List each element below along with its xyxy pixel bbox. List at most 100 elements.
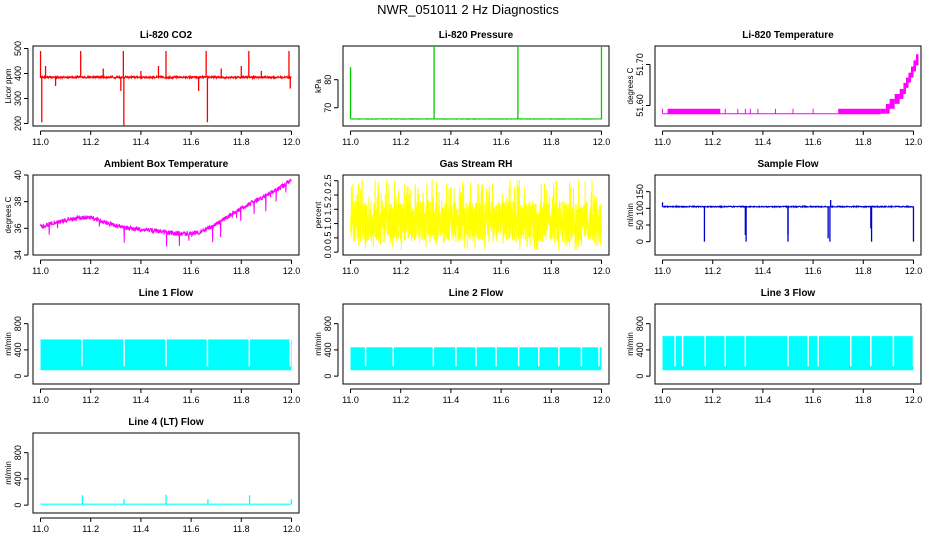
plot-frame: [342, 45, 610, 127]
x-tick-label: 11.0: [32, 395, 49, 405]
x-tick-label: 11.6: [493, 137, 510, 147]
panel-line2: Line 2 Flow ml/min 11.0 11.2 11.4 11.6 11.8 12.…: [314, 288, 610, 405]
plot-frame: [654, 174, 922, 256]
x-tick-label: 11.0: [654, 137, 671, 147]
panel-pressure: Li-820 Pressure kPa 11.0 11.2 11.4 11.6 11.8 12…: [314, 30, 610, 147]
temp-step: [889, 98, 895, 109]
x-tick-label: 12.0: [593, 137, 611, 147]
panel-temp: Li-820 Temperature degrees C 11.0 11.2 11.4 1…: [626, 30, 922, 147]
x-tick-label: 11.2: [82, 137, 99, 147]
data-layer: [40, 338, 292, 371]
temp-step: [913, 60, 916, 72]
data-layer: [350, 346, 602, 371]
x-tick-label: 11.8: [855, 395, 872, 405]
panels-grid: Li-820 CO2 Licor ppm 11.0 11.2 11.4 11.6 11.8 1…: [4, 30, 922, 534]
y-axis-label: Licor ppm: [4, 68, 13, 103]
x-tick-label: 11.6: [183, 395, 200, 405]
x-tick-label: 11.4: [754, 395, 771, 405]
y-axis-label: degrees C: [626, 67, 635, 104]
x-tick-label: 12.0: [283, 266, 301, 276]
plot-frame: [32, 432, 300, 514]
y-tick-label: 51.60: [635, 94, 645, 117]
x-tick-label: 11.0: [342, 395, 359, 405]
plot-frame: [654, 45, 922, 127]
y-tick-label: 36: [13, 223, 23, 233]
y-axis-label: degrees C: [4, 196, 13, 233]
x-tick-label: 11.0: [342, 137, 359, 147]
x-tick-label: 11.8: [233, 266, 250, 276]
panel-title: Line 1 Flow: [139, 288, 194, 299]
panel-co2: Li-820 CO2 Licor ppm 11.0 11.2 11.4 11.6 11.8 1…: [4, 30, 300, 147]
x-tick-label: 11.2: [82, 395, 99, 405]
y-axis-label: kPa: [314, 79, 323, 93]
panel-line1: Line 1 Flow ml/min 11.0 11.2 11.4 11.6 11.8 12.…: [4, 288, 300, 405]
x-tick-label: 11.6: [805, 266, 822, 276]
y-axis-label: percent: [314, 201, 323, 228]
panel-title: Sample Flow: [757, 159, 818, 170]
x-tick-label: 12.0: [905, 395, 923, 405]
x-tick-label: 11.8: [543, 137, 560, 147]
panel-rh: Gas Stream RH percent 11.0 11.2 11.4 11.6 11.8…: [314, 159, 610, 276]
x-tick-label: 11.8: [543, 395, 560, 405]
y-tick-label: 0: [635, 374, 645, 379]
x-tick-label: 11.6: [183, 266, 200, 276]
x-tick-label: 11.8: [855, 137, 872, 147]
temp-toggle-band: [667, 108, 721, 114]
x-tick-label: 11.2: [392, 137, 409, 147]
panel-title: Li-820 Temperature: [742, 30, 834, 41]
y-tick-label: 400: [13, 342, 23, 357]
x-tick-label: 11.4: [132, 266, 149, 276]
data-layer: [662, 54, 919, 115]
x-tick-label: 11.4: [754, 266, 771, 276]
y-tick-label: 400: [323, 342, 333, 357]
x-tick-label: 11.0: [32, 266, 49, 276]
panel-sample: Sample Flow ml/min 11.0 11.2 11.4 11.6 11.8 12.…: [626, 159, 922, 276]
x-tick-label: 11.8: [233, 137, 250, 147]
x-tick-label: 11.2: [392, 266, 409, 276]
y-tick-label: 0: [13, 503, 23, 508]
panel-line3: Line 3 Flow ml/min 11.0 11.2 11.4 11.6 11.8 12.…: [626, 288, 922, 405]
y-axis-label: ml/min: [626, 332, 635, 356]
panel-title: Line 4 (LT) Flow: [128, 417, 204, 428]
x-tick-label: 11.6: [805, 137, 822, 147]
plot-frame: [32, 45, 300, 127]
x-tick-label: 11.6: [493, 266, 510, 276]
x-tick-label: 11.4: [132, 395, 149, 405]
y-tick-label: 0.0: [323, 246, 333, 259]
temp-step: [905, 77, 909, 88]
y-tick-label: 400: [13, 66, 23, 81]
x-tick-label: 11.0: [342, 266, 359, 276]
y-tick-label: 800: [13, 445, 23, 460]
y-tick-label: 1.5: [323, 203, 333, 216]
panel-line4: Line 4 (LT) Flow ml/min 11.0 11.2 11.4 11.6 11…: [4, 417, 300, 534]
x-tick-label: 11.8: [233, 524, 250, 534]
temp-step: [885, 103, 890, 114]
y-tick-label: 34: [13, 250, 23, 260]
temp-step: [880, 108, 886, 114]
y-tick-label: 2.0: [323, 189, 333, 202]
y-tick-label: 200: [13, 116, 23, 131]
x-tick-label: 11.2: [704, 395, 721, 405]
data-layer: [39, 51, 292, 126]
y-axis-label: ml/min: [4, 461, 13, 485]
data-layer: [40, 178, 292, 247]
x-tick-label: 11.2: [82, 266, 99, 276]
y-tick-label: 500: [13, 41, 23, 56]
plot-frame: [654, 303, 922, 385]
data-layer: [40, 494, 293, 505]
x-tick-label: 11.0: [654, 266, 671, 276]
x-tick-label: 11.2: [704, 137, 721, 147]
x-tick-label: 11.6: [805, 395, 822, 405]
plot-frame: [32, 174, 300, 256]
temp-step: [915, 54, 919, 66]
x-tick-label: 11.8: [855, 266, 872, 276]
y-tick-label: 51.70: [635, 53, 645, 76]
series-line: [40, 178, 292, 247]
y-tick-label: 0: [635, 239, 645, 244]
y-tick-label: 800: [323, 316, 333, 331]
y-axis-label: ml/min: [626, 203, 635, 227]
data-layer: [661, 200, 915, 242]
panel-ambient: Ambient Box Temperature degrees C 11.0 11.2…: [4, 159, 300, 276]
panel-title: Gas Stream RH: [440, 159, 513, 170]
panel-title: Li-820 Pressure: [439, 30, 514, 41]
